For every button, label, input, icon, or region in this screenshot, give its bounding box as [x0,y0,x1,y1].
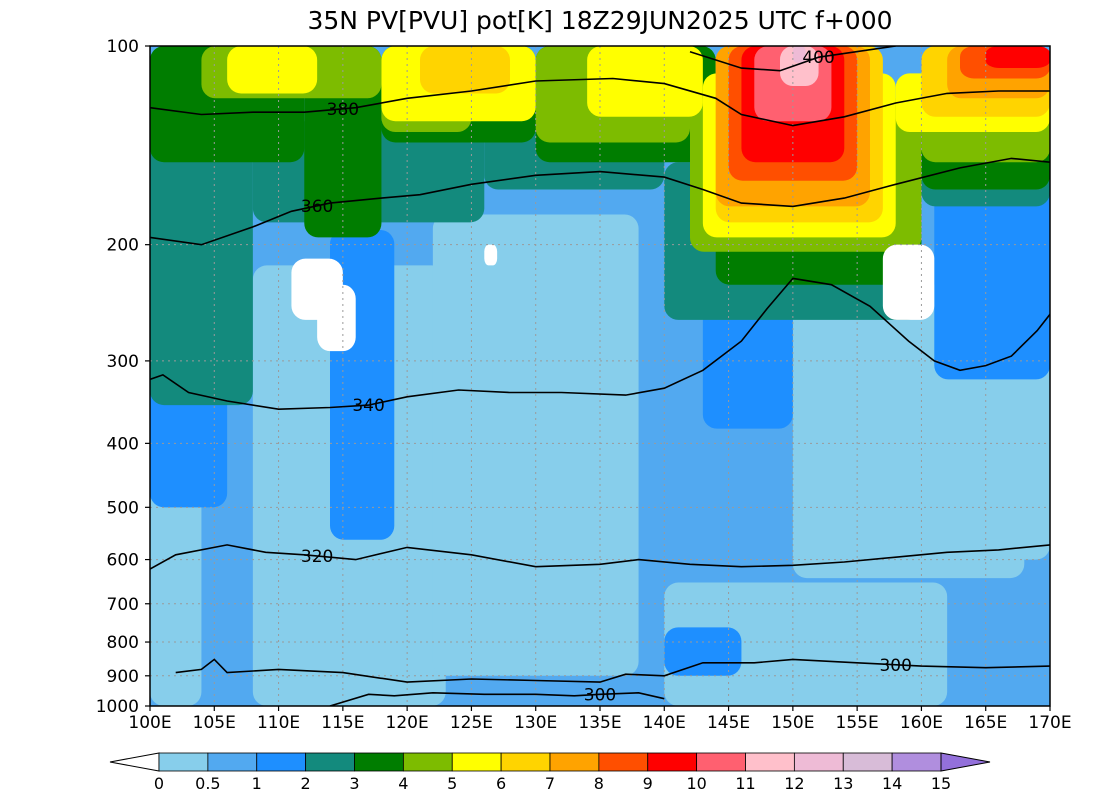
x-tick-label: 140E [643,713,686,733]
y-tick-label: 300 [107,352,139,372]
x-tick-label: 105E [193,713,236,733]
colorbar-level-label: 7 [545,774,555,793]
grid-lines [150,46,1050,706]
x-tick-label: 170E [1028,713,1071,733]
pv-region-40 [985,46,1050,69]
colorbar-under-arrow [109,752,160,772]
theta-contour-label: 380 [327,100,359,120]
colorbar-level-label: 11 [735,774,755,793]
x-tick-label: 115E [321,713,364,733]
pv-region-10 [934,162,1050,380]
colorbar-swatch-5 [402,752,453,772]
pv-region-47 [882,244,935,320]
colorbar-level-label: 5 [447,774,457,793]
theta-contour-300 [175,658,1050,683]
theta-contour-label: 300 [584,685,616,705]
x-tick-label: 130E [514,713,557,733]
pv-region-46 [484,244,498,266]
colorbar-over-arrow [940,752,991,772]
pv-region-45 [317,284,356,352]
colorbar-level-label: 12 [784,774,804,793]
y-tick-label: 100 [107,37,139,57]
x-tick-label: 100E [128,713,171,733]
colorbar-swatch-9 [598,752,649,772]
theta-contour-340 [150,277,1050,411]
colorbar-level-label: 13 [833,774,853,793]
colorbar-level-label: 1 [252,774,262,793]
pv-region-4 [150,457,202,706]
x-tick-label: 125E [450,713,493,733]
theta-contour-320 [150,544,1050,570]
chart-title: 35N PV[PVU] pot[K] 18Z29JUN2025 UTC f+00… [307,6,893,35]
y-tick-label: 900 [107,667,139,687]
colorbar-swatch-1 [207,752,258,772]
colorbar-swatch-8 [549,752,600,772]
colorbar-swatch-3 [305,752,355,772]
y-tick-label: 800 [107,633,139,653]
theta-contour-label: 360 [301,197,333,217]
colorbar-swatch-4 [354,752,404,772]
theta-contour-360 [150,157,1050,246]
colorbar-level-label: 0.5 [195,774,220,793]
y-tick-label: 700 [107,595,139,615]
pv-region-43 [792,46,806,63]
theta-contours: 400 380 360 340 320 300 300 [150,46,1050,706]
colorbar-level-label: 3 [349,774,359,793]
y-tick-label: 1000 [96,697,139,717]
x-tick-label: 120E [386,713,429,733]
y-tick-label: 200 [107,236,139,256]
pv-region-3 [664,582,948,706]
theta-contour-label: 340 [352,396,384,416]
x-tick-label: 135E [578,713,621,733]
x-tick-label: 155E [836,713,879,733]
x-tick-label: 165E [964,713,1007,733]
colorbar-swatch-10 [647,752,698,772]
colorbar-level-label: 8 [594,774,604,793]
theta-contour-400 [689,46,896,72]
colorbar-swatch-7 [500,752,551,772]
colorbar-swatch-11 [696,752,746,772]
pv-region-11 [150,142,253,406]
y-tick-label: 500 [107,498,139,518]
theta-contour-300 [329,691,665,706]
theta-contour-label: 400 [802,48,834,68]
colorbar-swatch-13 [793,752,844,772]
y-tick-label: 400 [107,434,139,454]
x-tick-label: 150E [771,713,814,733]
x-tick-label: 110E [257,713,300,733]
y-tick-label: 600 [107,551,139,571]
x-tick-label: 145E [707,713,750,733]
colorbar-level-label: 10 [686,774,706,793]
colorbar-level-label: 15 [931,774,951,793]
colorbar-level-label: 0 [154,774,164,793]
colorbar-swatch-2 [256,752,307,772]
pv-region-9 [664,627,742,676]
colorbar-swatch-6 [451,752,502,772]
theta-contour-label: 320 [301,547,333,567]
colorbar-level-label: 2 [301,774,311,793]
pv-region-1 [432,214,639,676]
pv-region-32 [420,46,510,94]
theta-contour-label: 300 [879,656,911,676]
colorbar-swatch-12 [745,752,795,772]
x-tick-label: 160E [900,713,943,733]
theta-contour-380 [150,77,1050,127]
colorbar-level-label: 9 [643,774,653,793]
pv-region-27 [227,46,318,94]
pv-region-42 [780,46,819,87]
colorbar: 0 0.5 1 2 3 4 5 6 7 8 9 10 11 12 13 14 15 [109,752,991,793]
colorbar-swatch-0 [158,752,209,772]
colorbar-level-label: 6 [496,774,506,793]
axes: 100E 105E 110E 115E 120E 125E 130E 135E 140E 145E… [96,37,1072,733]
colorbar-swatch-14 [842,752,893,772]
colorbar-level-label: 4 [398,774,408,793]
pv-region-5 [960,319,1050,560]
colorbar-level-label: 14 [882,774,902,793]
colorbar-swatch-15 [891,752,942,772]
